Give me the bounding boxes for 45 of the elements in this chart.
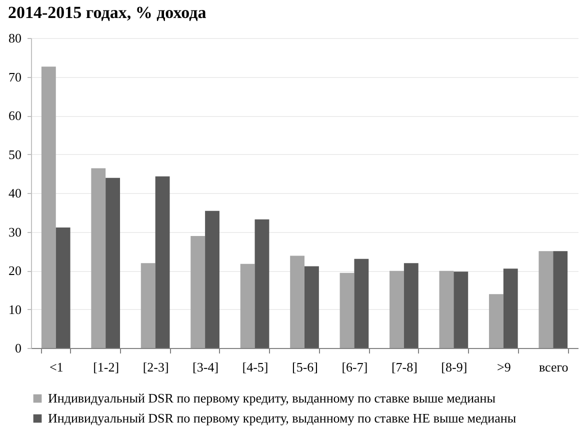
x-tick-label: [1-2] — [93, 360, 120, 374]
x-tick-label: [6-7] — [342, 360, 368, 374]
bar — [41, 66, 56, 348]
bar — [155, 176, 170, 348]
bar — [205, 210, 220, 348]
bar — [240, 264, 255, 348]
bar — [254, 219, 270, 348]
bar — [390, 270, 404, 348]
bar — [538, 251, 554, 348]
y-tick-label: 60 — [8, 108, 22, 123]
bar — [503, 268, 518, 348]
bar — [304, 266, 319, 348]
y-tick-label: 0 — [15, 340, 22, 356]
bar — [439, 270, 454, 348]
bar — [340, 272, 354, 348]
bar — [290, 256, 304, 348]
y-tick-label: 40 — [8, 186, 22, 200]
y-tick-label: 70 — [8, 69, 22, 84]
bar — [190, 236, 206, 348]
x-tick-label: [5-6] — [292, 360, 318, 374]
legend-label: Индивидуальный DSR по первому кредиту, выданному по ставке выше медианы — [48, 390, 496, 406]
bar — [488, 294, 504, 348]
y-tick-label: 30 — [8, 224, 22, 240]
x-tick-label: >9 — [496, 360, 511, 374]
y-tick-label: 20 — [8, 263, 22, 278]
bar — [404, 263, 418, 348]
bar — [354, 258, 369, 348]
bar — [91, 168, 106, 348]
bar — [56, 227, 70, 348]
y-tick-label: 10 — [8, 302, 22, 317]
x-tick-label: [2-3] — [142, 360, 169, 374]
x-tick-label: [8-9] — [441, 360, 468, 374]
bar — [106, 178, 120, 348]
x-tick-label: <1 — [49, 360, 64, 374]
y-tick-label: 80 — [8, 30, 22, 46]
x-tick-label: [7-8] — [391, 360, 418, 374]
bar — [553, 251, 568, 348]
x-tick-label: [3-4] — [192, 360, 219, 374]
x-tick-label: [4-5] — [242, 360, 268, 374]
y-tick-label: 50 — [8, 146, 22, 162]
bar — [140, 263, 156, 348]
chart-title: 2014-2015 годах, % дохода — [8, 3, 207, 22]
x-tick-label: всего — [538, 360, 568, 374]
legend-label: Индивидуальный DSR по первому кредиту, выданному по ставке НЕ выше медианы — [48, 410, 516, 426]
bar — [454, 272, 468, 348]
